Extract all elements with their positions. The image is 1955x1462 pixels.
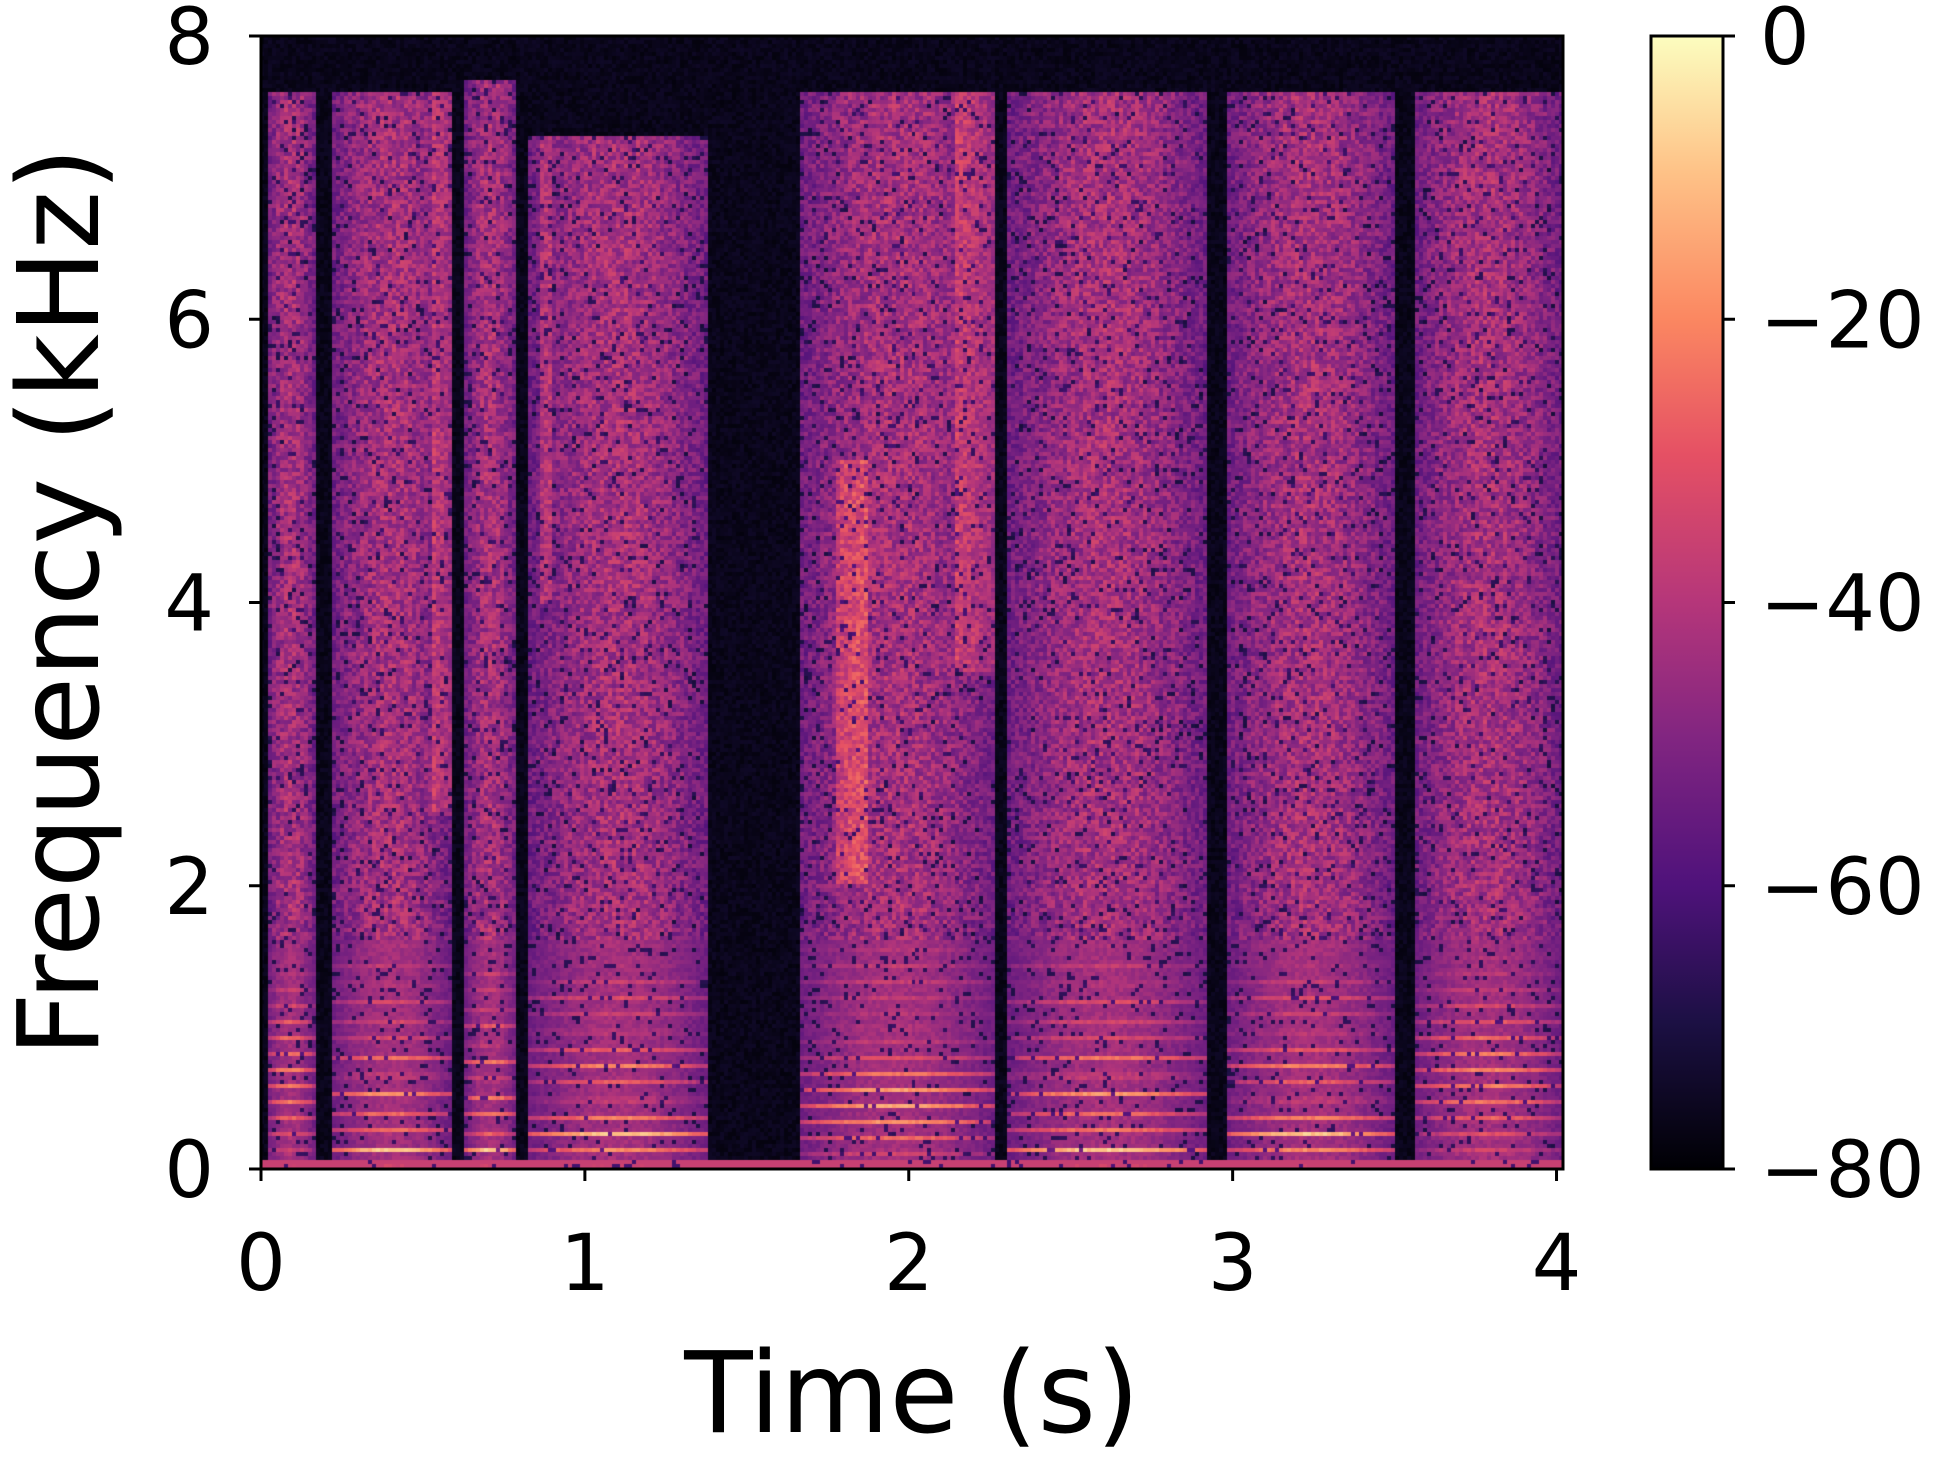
x-axis: 0 1 2 3 4 bbox=[236, 1169, 1581, 1309]
spectrogram-plot-area bbox=[259, 34, 1565, 1171]
colorbar-tick-label: −80 bbox=[1760, 1126, 1925, 1216]
y-tick-label: 0 bbox=[164, 1126, 214, 1216]
colorbar-gradient bbox=[1651, 36, 1723, 1169]
x-tick-label: 4 bbox=[1532, 1219, 1582, 1309]
colorbar-ticks: 0 −20 −40 −60 −80 bbox=[1723, 0, 1925, 1216]
x-tick-label: 3 bbox=[1208, 1219, 1258, 1309]
y-axis-label: Frequency (kHz) bbox=[0, 147, 125, 1056]
y-tick-label: 8 bbox=[164, 0, 214, 83]
colorbar-tick-label: −60 bbox=[1760, 843, 1925, 933]
colorbar-tick-label: 0 bbox=[1760, 0, 1810, 83]
colorbar-tick-label: −40 bbox=[1760, 560, 1925, 650]
spectrogram-image bbox=[261, 36, 1563, 1169]
y-tick-label: 4 bbox=[164, 560, 214, 650]
spectrogram-image-holder bbox=[261, 36, 1563, 1169]
y-axis: 0 2 4 6 8 bbox=[164, 0, 261, 1216]
colorbar-tick-label: −20 bbox=[1760, 276, 1925, 366]
x-tick-label: 2 bbox=[884, 1219, 934, 1309]
x-tick-label: 0 bbox=[236, 1219, 286, 1309]
y-tick-label: 6 bbox=[164, 276, 214, 366]
x-axis-label: Time (s) bbox=[683, 1329, 1139, 1458]
x-tick-label: 1 bbox=[560, 1219, 610, 1309]
colorbar: 0 −20 −40 −60 −80 bbox=[1649, 0, 1925, 1216]
y-tick-label: 2 bbox=[164, 843, 214, 933]
